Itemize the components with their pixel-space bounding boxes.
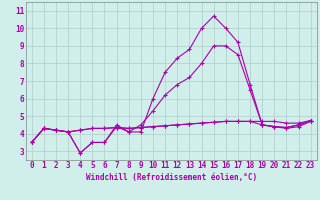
X-axis label: Windchill (Refroidissement éolien,°C): Windchill (Refroidissement éolien,°C) bbox=[86, 173, 257, 182]
